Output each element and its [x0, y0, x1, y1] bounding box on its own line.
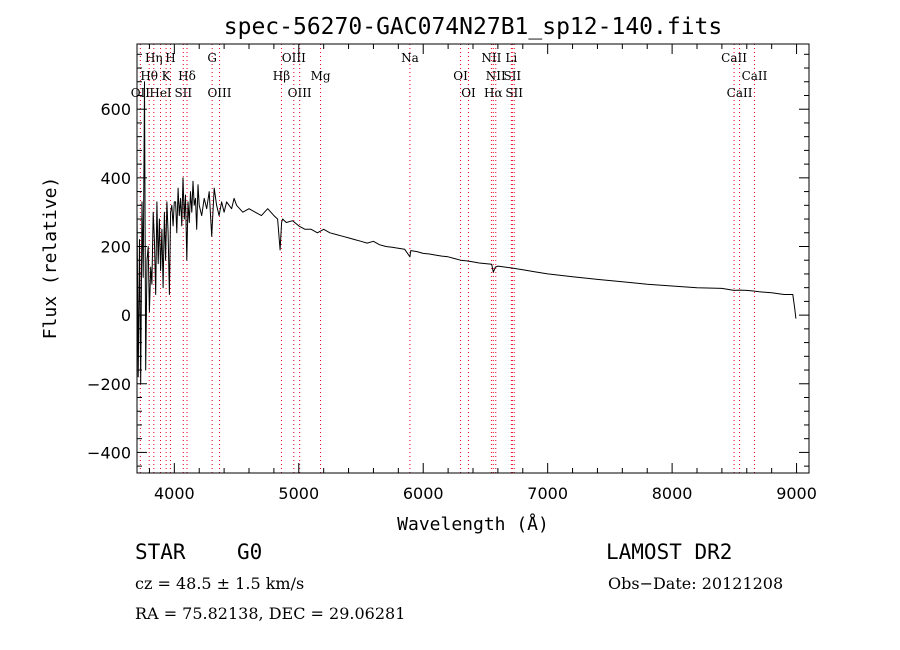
marker-label: OIII	[282, 51, 306, 65]
marker-label: CaII	[742, 69, 768, 83]
survey-name: LAMOST DR2	[606, 540, 733, 564]
marker-label: Mg	[311, 69, 331, 83]
spectral-line-markers	[139, 44, 755, 473]
x-axis-label: Wavelength (Å)	[397, 513, 549, 535]
spectrum-line	[136, 81, 797, 385]
object-subclass: G0	[237, 540, 263, 564]
plot-frame	[136, 43, 810, 474]
sky-coordinates: RA = 75.82138, DEC = 29.06281	[135, 604, 406, 623]
y-tick-label: −400	[87, 443, 131, 462]
marker-label: G	[207, 51, 217, 65]
marker-label: NII	[481, 51, 501, 65]
x-tick-label: 4000	[154, 484, 195, 503]
marker-label: SII	[174, 86, 192, 100]
marker-label: OIII	[207, 86, 231, 100]
y-tick-label: −200	[87, 375, 131, 394]
marker-label: SII	[505, 86, 523, 100]
y-tick-label: 600	[100, 100, 131, 119]
marker-label: OI	[453, 69, 468, 83]
object-type: STAR	[135, 540, 186, 564]
marker-label: SII	[503, 69, 521, 83]
x-tick-label: 6000	[403, 484, 444, 503]
observation-date: Obs−Date: 20121208	[608, 574, 784, 593]
marker-label: H	[165, 51, 175, 65]
marker-label: OII	[131, 86, 151, 100]
marker-label: Hη	[145, 51, 163, 65]
x-tick-label: 8000	[652, 484, 693, 503]
marker-label: K	[162, 69, 172, 83]
marker-label: Hα	[484, 86, 503, 100]
x-tick-label: 5000	[278, 484, 319, 503]
axis-ticks: 4000 5000 6000 7000 8000 9000 −400 −200 0 200 400 6…	[87, 44, 817, 503]
marker-label: HeI	[149, 86, 172, 100]
y-tick-label: 0	[121, 306, 131, 325]
y-axis-label: Flux (relative)	[40, 177, 61, 340]
series-layer	[136, 81, 797, 385]
marker-label: CaII	[727, 86, 753, 100]
chart-title: spec-56270-GAC074N27B1_sp12-140.fits	[224, 14, 723, 40]
marker-label: CaII	[721, 51, 747, 65]
marker-label: OIII	[288, 86, 312, 100]
redshift-value: cz = 48.5 ± 1.5 km/s	[135, 574, 305, 593]
marker-label: Na	[401, 51, 419, 65]
x-tick-label: 7000	[527, 484, 568, 503]
x-tick-label: 9000	[776, 484, 817, 503]
marker-label: Hδ	[178, 69, 196, 83]
marker-label: NII	[486, 69, 506, 83]
marker-label: Li	[505, 51, 517, 65]
y-tick-label: 400	[100, 169, 131, 188]
marker-label: Hθ	[140, 69, 158, 83]
marker-label: Hβ	[273, 69, 290, 83]
marker-label: OI	[461, 86, 476, 100]
y-tick-label: 200	[100, 237, 131, 256]
